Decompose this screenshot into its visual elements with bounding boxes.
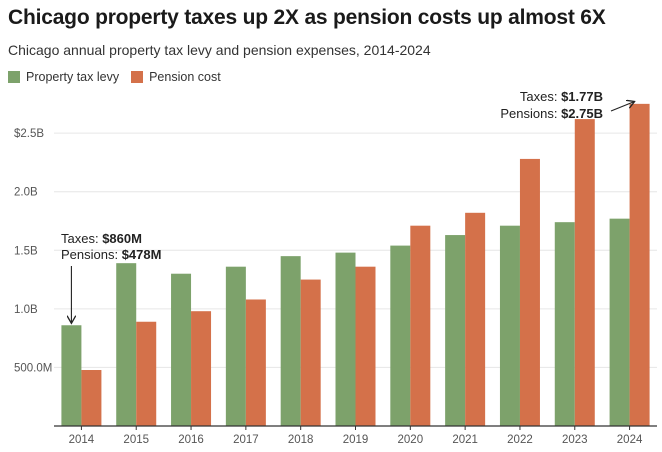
- bar-taxes-2021: [445, 235, 466, 426]
- bar-pension-2015: [136, 321, 157, 426]
- annotation-2014-pensions-prefix: Pensions:: [61, 247, 122, 262]
- bar-taxes-2020: [390, 245, 411, 426]
- bar-taxes-2015: [116, 263, 137, 426]
- bar-pension-2017: [245, 299, 266, 426]
- annotation-2024-taxes-value: $1.77B: [561, 89, 603, 104]
- annotation-2014-taxes: Taxes: $860M: [61, 231, 142, 246]
- chart-title: Chicago property taxes up 2X as pension …: [8, 6, 606, 29]
- legend-swatch-pension: [131, 71, 144, 83]
- bar-taxes-2017: [225, 266, 246, 426]
- bar-pension-2014: [81, 370, 102, 426]
- bar-pension-2019: [355, 266, 376, 426]
- bar-taxes-2022: [499, 225, 520, 426]
- x-tick-label-2014: 2014: [69, 434, 95, 446]
- x-tick-label-2021: 2021: [452, 434, 478, 446]
- bar-pension-2020: [410, 225, 431, 426]
- annotation-2024-arrow: [610, 102, 634, 112]
- x-tick-label-2023: 2023: [562, 434, 588, 446]
- x-tick-label-2024: 2024: [617, 434, 643, 446]
- y-tick-label-2: 1.5B: [14, 245, 38, 257]
- x-tick-label-2022: 2022: [507, 434, 533, 446]
- bar-taxes-2016: [171, 273, 192, 426]
- bar-taxes-2024: [609, 218, 630, 426]
- bar-pension-2022: [519, 158, 540, 426]
- bar-pension-2021: [465, 212, 486, 426]
- chart-subtitle: Chicago annual property tax levy and pen…: [8, 42, 431, 58]
- bar-pension-2016: [191, 311, 212, 426]
- x-tick-label-2017: 2017: [233, 434, 259, 446]
- bar-pension-2018: [300, 279, 321, 426]
- axes: 2014 2015 2016 2017 2018 2019 2020 2021 2022 2023…: [54, 425, 657, 446]
- annotation-2014-pensions-value: $478M: [122, 247, 162, 262]
- y-tick-label-3: 2.0B: [14, 187, 38, 199]
- y-tick-label-1: 1.0B: [14, 304, 38, 316]
- legend-swatch-taxes: [8, 71, 20, 83]
- legend-label-pension: Pension cost: [149, 70, 221, 84]
- bar-taxes-2014: [61, 325, 82, 426]
- bar-pension-2023: [574, 119, 595, 426]
- x-tick-label-2020: 2020: [398, 434, 424, 446]
- x-tick-label-2019: 2019: [343, 434, 369, 446]
- y-tick-label-0: 500.0M: [14, 362, 52, 374]
- legend-item-pension: Pension cost: [131, 70, 221, 84]
- x-tick-label-2015: 2015: [123, 434, 149, 446]
- annotation-2014-taxes-prefix: Taxes:: [61, 231, 102, 246]
- bar-pension-2024: [629, 103, 650, 426]
- x-tick-label-2016: 2016: [178, 434, 204, 446]
- bars: [61, 103, 650, 426]
- annotation-2024-pensions-prefix: Pensions:: [500, 106, 561, 121]
- annotation-2024-pensions-value: $2.75B: [561, 106, 603, 121]
- bar-taxes-2023: [554, 222, 575, 426]
- bar-taxes-2018: [280, 256, 301, 426]
- y-tick-label-4: $2.5B: [14, 128, 44, 140]
- annotation-2024-taxes-prefix: Taxes:: [520, 89, 561, 104]
- annotation-2014-taxes-value: $860M: [102, 231, 142, 246]
- annotation-2024-taxes: Taxes: $1.77B: [520, 89, 603, 104]
- legend-item-taxes: Property tax levy: [8, 70, 119, 84]
- annotation-2024-pensions: Pensions: $2.75B: [500, 106, 603, 121]
- x-tick-label-2018: 2018: [288, 434, 314, 446]
- chart-legend: Property tax levy Pension cost: [8, 70, 233, 84]
- legend-label-taxes: Property tax levy: [26, 70, 120, 84]
- annotation-2014-pensions: Pensions: $478M: [61, 247, 161, 262]
- bar-taxes-2019: [335, 252, 356, 426]
